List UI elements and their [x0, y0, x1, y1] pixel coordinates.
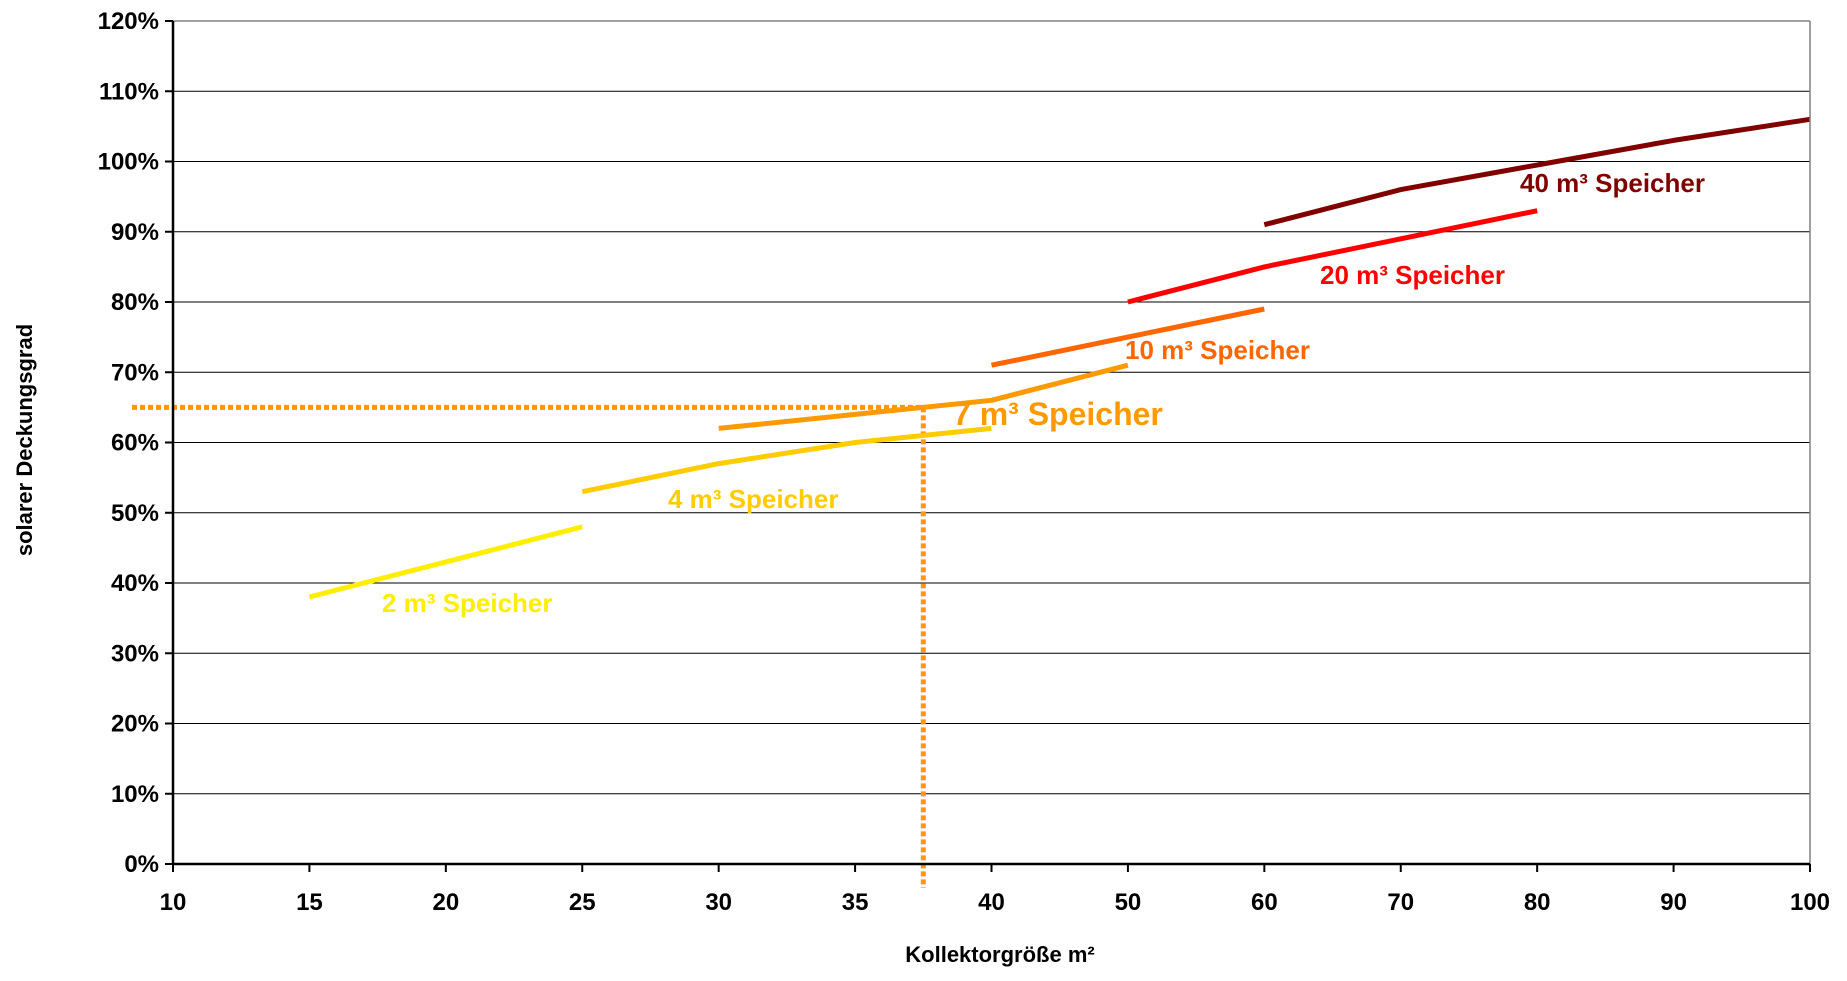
y-tick-label: 100% — [98, 149, 159, 176]
x-tick-label: 60 — [1251, 889, 1278, 916]
series-labels: 2 m³ Speicher 4 m³ Speicher 7 m³ Speicher 1… — [382, 168, 1705, 618]
series-label: 40 m³ Speicher — [1520, 168, 1705, 198]
series-label: 7 m³ Speicher — [953, 396, 1163, 432]
series-label: 2 m³ Speicher — [382, 588, 553, 618]
x-tick-label: 35 — [842, 889, 869, 916]
y-tick-label: 90% — [111, 219, 159, 246]
x-tick-label: 40 — [978, 889, 1005, 916]
series-lines — [308, 116, 1811, 600]
series-line — [581, 425, 992, 495]
x-tick-labels: 10 15 20 25 30 35 40 50 60 70 80 90 100 — [160, 889, 1830, 916]
series-line — [1263, 116, 1811, 228]
series-line — [1127, 208, 1538, 305]
series-label: 10 m³ Speicher — [1125, 335, 1310, 365]
x-tick-label: 10 — [160, 889, 187, 916]
series-label: 4 m³ Speicher — [668, 484, 839, 514]
x-tick-label: 15 — [296, 889, 323, 916]
y-axis-label: solarer Deckungsgrad — [12, 324, 37, 556]
x-tick-label: 80 — [1524, 889, 1551, 916]
x-tick-label: 50 — [1115, 889, 1142, 916]
x-tick-label: 90 — [1660, 889, 1687, 916]
y-tick-label: 80% — [111, 289, 159, 316]
y-tick-label: 110% — [99, 78, 159, 105]
y-tick-label: 50% — [111, 500, 159, 527]
y-tick-label: 30% — [111, 640, 159, 667]
y-tick-label: 60% — [111, 430, 159, 457]
series-line — [718, 362, 1129, 431]
y-tick-labels: 0% 10% 20% 30% 40% 50% 60% 70% 80% 90% 100% 110% 120… — [98, 8, 159, 878]
y-tick-label: 0% — [124, 851, 159, 878]
y-tick-label: 10% — [111, 781, 159, 808]
y-tick-label: 120% — [98, 8, 159, 35]
x-tick-label: 25 — [569, 889, 596, 916]
y-tick-label: 40% — [111, 570, 159, 597]
series-line — [308, 524, 583, 600]
series-label: 20 m³ Speicher — [1320, 260, 1505, 290]
x-axis-label: Kollektorgröße m² — [905, 942, 1094, 967]
reference-lines — [132, 404, 926, 888]
x-tick-label: 20 — [432, 889, 459, 916]
x-tick-label: 100 — [1790, 889, 1830, 916]
y-tick-label: 70% — [111, 359, 159, 386]
series-line — [990, 306, 1265, 368]
axes — [165, 20, 1811, 872]
y-tick-label: 20% — [111, 711, 159, 738]
x-tick-label: 70 — [1387, 889, 1414, 916]
x-tick-label: 30 — [705, 889, 732, 916]
